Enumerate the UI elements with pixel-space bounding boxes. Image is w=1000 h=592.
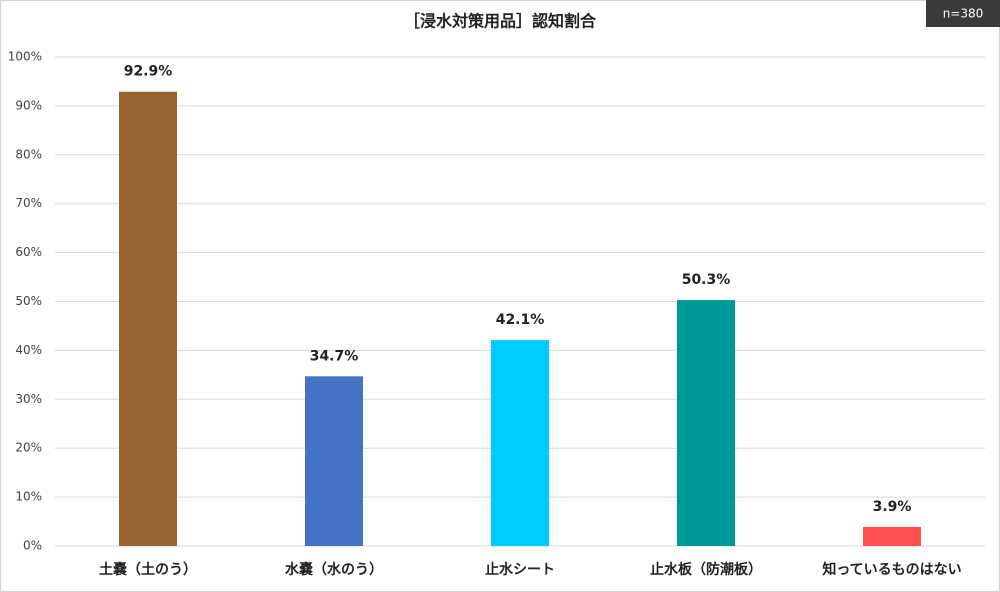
value-label: 92.9% (124, 64, 173, 80)
x-tick-label: 止水板（防潮板） (650, 561, 762, 578)
y-tick-label: 0% (23, 539, 42, 553)
bar (863, 526, 921, 546)
y-tick-label: 100% (8, 50, 42, 64)
x-tick-label: 土嚢（土のう） (99, 561, 197, 578)
badge: n=380 (943, 7, 984, 21)
bar (119, 91, 177, 547)
y-tick-label: 70% (15, 196, 42, 210)
chart-title: ［浸水対策用品］認知割合 (404, 12, 597, 31)
value-label: 42.1% (496, 312, 545, 328)
y-tick-label: 10% (15, 490, 42, 504)
y-tick-label: 20% (15, 441, 42, 455)
value-label: 34.7% (310, 348, 359, 364)
y-tick-label: 60% (15, 245, 42, 259)
y-tick-label: 90% (15, 98, 42, 112)
bar (305, 376, 363, 546)
badge-box (926, 0, 1000, 27)
bar (491, 340, 549, 546)
y-tick-label: 80% (15, 147, 42, 161)
bar (677, 300, 735, 546)
x-tick-label: 知っているものはない (822, 561, 961, 578)
y-tick-label: 40% (15, 343, 42, 357)
x-tick-label: 止水シート (485, 561, 555, 578)
y-tick-label: 30% (15, 392, 42, 406)
value-label: 50.3% (682, 272, 731, 288)
value-label: 3.9% (873, 499, 912, 515)
x-tick-label: 水嚢（水のう） (285, 561, 383, 578)
y-tick-label: 50% (15, 294, 42, 308)
